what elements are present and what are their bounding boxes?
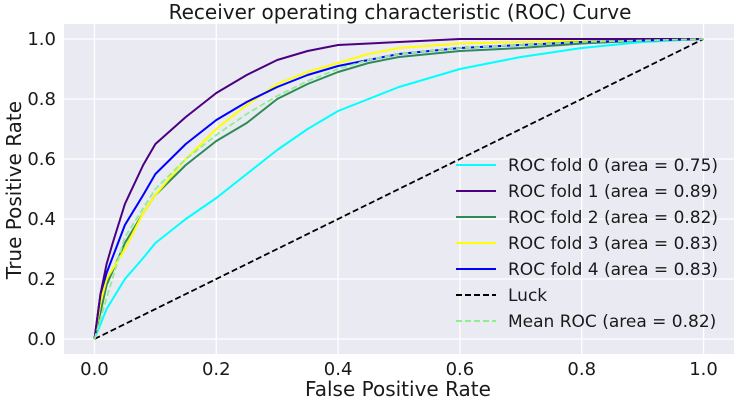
y-tick-label: 0.2 — [27, 269, 56, 290]
x-tick-label: 0.6 — [446, 359, 475, 380]
y-tick-label: 0.4 — [27, 209, 56, 230]
x-tick-labels: 0.0 0.2 0.4 0.6 0.8 1.0 — [80, 359, 718, 380]
x-tick-label: 0.2 — [202, 359, 231, 380]
series-line-1 — [93, 38, 704, 340]
legend-label: ROC fold 0 (area = 0.75) — [508, 156, 718, 176]
legend-label: ROC fold 4 (area = 0.83) — [508, 260, 718, 280]
x-tick-label: 0.0 — [80, 359, 109, 380]
y-tick-labels: 0.0 0.2 0.4 0.6 0.8 1.0 — [27, 29, 56, 350]
y-tick-label: 0.8 — [27, 89, 56, 110]
y-tick-label: 0.6 — [27, 149, 56, 170]
series-lines — [93, 38, 704, 340]
x-tick-label: 0.4 — [324, 359, 353, 380]
y-axis-label: True Positive Rate — [2, 101, 26, 280]
series-line-3 — [93, 38, 704, 340]
x-tick-label: 1.0 — [689, 359, 718, 380]
y-tick-label: 1.0 — [27, 29, 56, 50]
legend: ROC fold 0 (area = 0.75) ROC fold 1 (area… — [456, 156, 718, 332]
chart-title: Receiver operating characteristic (ROC) … — [169, 0, 632, 24]
legend-label: ROC fold 2 (area = 0.82) — [508, 208, 718, 228]
grid-lines — [64, 24, 734, 354]
y-tick-label: 0.0 — [27, 329, 56, 350]
series-line-5 — [94, 38, 704, 340]
series-line-0 — [93, 38, 704, 340]
legend-label: Mean ROC (area = 0.82) — [508, 312, 716, 332]
x-tick-label: 0.8 — [567, 359, 596, 380]
x-axis-label: False Positive Rate — [305, 377, 491, 401]
legend-label: ROC fold 3 (area = 0.83) — [508, 234, 718, 254]
legend-label: ROC fold 1 (area = 0.89) — [508, 182, 718, 202]
legend-label: Luck — [508, 286, 547, 306]
series-line-6 — [93, 38, 704, 340]
